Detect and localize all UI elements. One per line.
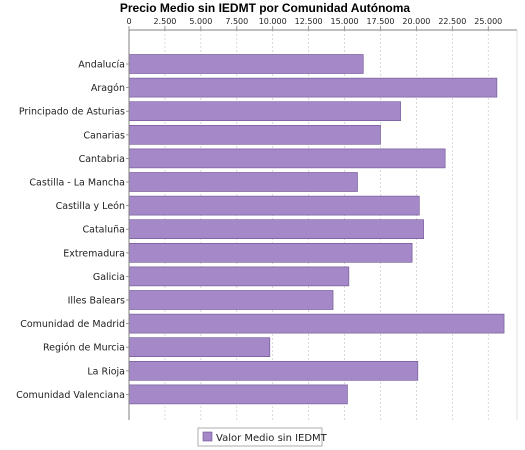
category-label: Comunidad Valenciana — [16, 390, 125, 401]
axes — [128, 29, 518, 420]
category-label: Andalucía — [78, 60, 125, 71]
bar — [128, 125, 381, 145]
tick-label: 25.000 — [474, 17, 502, 26]
bar — [128, 101, 401, 121]
category-label: Comunidad de Madrid — [20, 319, 125, 330]
bar — [128, 172, 358, 192]
bar — [128, 195, 420, 216]
category-label: Cataluña — [82, 225, 125, 236]
tick-label: 22.500 — [438, 17, 466, 26]
tick-label: 2.500 — [153, 17, 176, 26]
legend-swatch — [202, 431, 213, 442]
tick-label: 12.500 — [295, 17, 323, 26]
bar — [128, 77, 498, 98]
bar — [128, 54, 364, 74]
category-label: Extremadura — [63, 248, 125, 259]
chart-title: Precio Medio sin IEDMT por Comunidad Aut… — [120, 1, 411, 15]
bar — [128, 148, 446, 169]
bar — [128, 313, 505, 334]
category-labels: Andalucía Aragón Principado de Asturias Can… — [16, 60, 129, 401]
bar — [128, 384, 348, 405]
tick-label: 15.000 — [331, 17, 359, 26]
bar — [128, 266, 350, 287]
tick-label: 7.500 — [225, 17, 248, 26]
category-label: La Rioja — [87, 366, 125, 377]
legend: Valor Medio sin IEDMT — [197, 427, 328, 447]
bars — [128, 54, 505, 405]
legend-label: Valor Medio sin IEDMT — [216, 433, 328, 444]
category-label: Castilla - La Mancha — [29, 178, 125, 189]
tick-label: 0 — [126, 17, 131, 26]
legend-box — [197, 427, 323, 447]
category-label: Castilla y León — [56, 201, 125, 212]
category-label: Cantabria — [79, 154, 125, 165]
category-label: Aragón — [91, 83, 125, 94]
bar — [128, 337, 271, 358]
bar — [128, 290, 334, 310]
tick-label: 10.000 — [259, 17, 287, 26]
category-label: Principado de Asturias — [19, 107, 125, 118]
bar — [128, 243, 413, 263]
category-label: Región de Murcia — [43, 343, 125, 354]
bar — [128, 360, 419, 381]
category-label: Illes Balears — [68, 296, 125, 307]
tick-label: 5.000 — [189, 17, 212, 26]
category-label: Canarias — [83, 130, 125, 141]
x-axis-ticks: 0 2.500 5.000 7.500 10.000 12.500 15.000 17.500… — [126, 17, 502, 30]
tick-label: 20.000 — [402, 17, 430, 26]
tick-label: 17.500 — [366, 17, 394, 26]
category-label: Galicia — [93, 272, 125, 283]
bar — [128, 219, 424, 239]
